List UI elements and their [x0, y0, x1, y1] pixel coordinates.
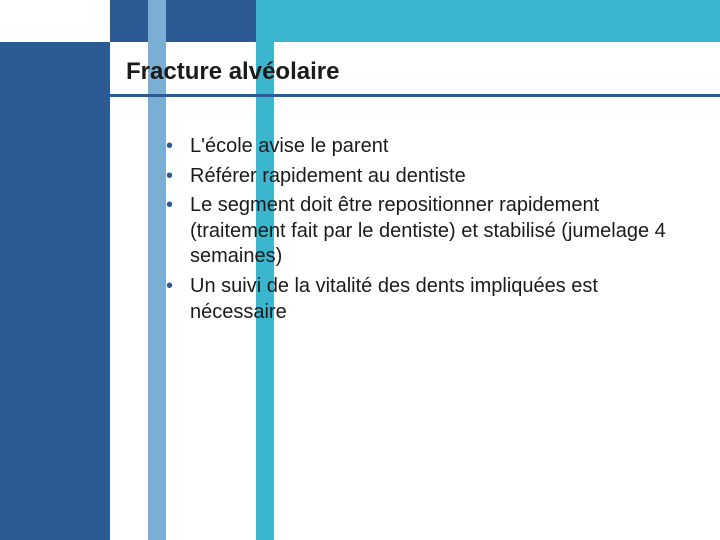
list-item: L'école avise le parent: [166, 134, 686, 160]
title-underline: [110, 94, 720, 97]
bullet-text: Le segment doit être repositionner rapid…: [190, 194, 666, 267]
top-right-block: [274, 0, 720, 42]
bullet-text: Un suivi de la vitalité des dents impliq…: [190, 275, 598, 323]
list-item: Le segment doit être repositionner rapid…: [166, 193, 686, 270]
top-left-block: [0, 0, 110, 42]
bullet-list: L'école avise le parent Référer rapideme…: [166, 134, 686, 329]
slide-title: Fracture alvéolaire: [126, 58, 339, 86]
list-item: Un suivi de la vitalité des dents impliq…: [166, 274, 686, 325]
bullet-text: L'école avise le parent: [190, 135, 388, 157]
bullet-text: Référer rapidement au dentiste: [190, 165, 466, 187]
list-item: Référer rapidement au dentiste: [166, 164, 686, 190]
